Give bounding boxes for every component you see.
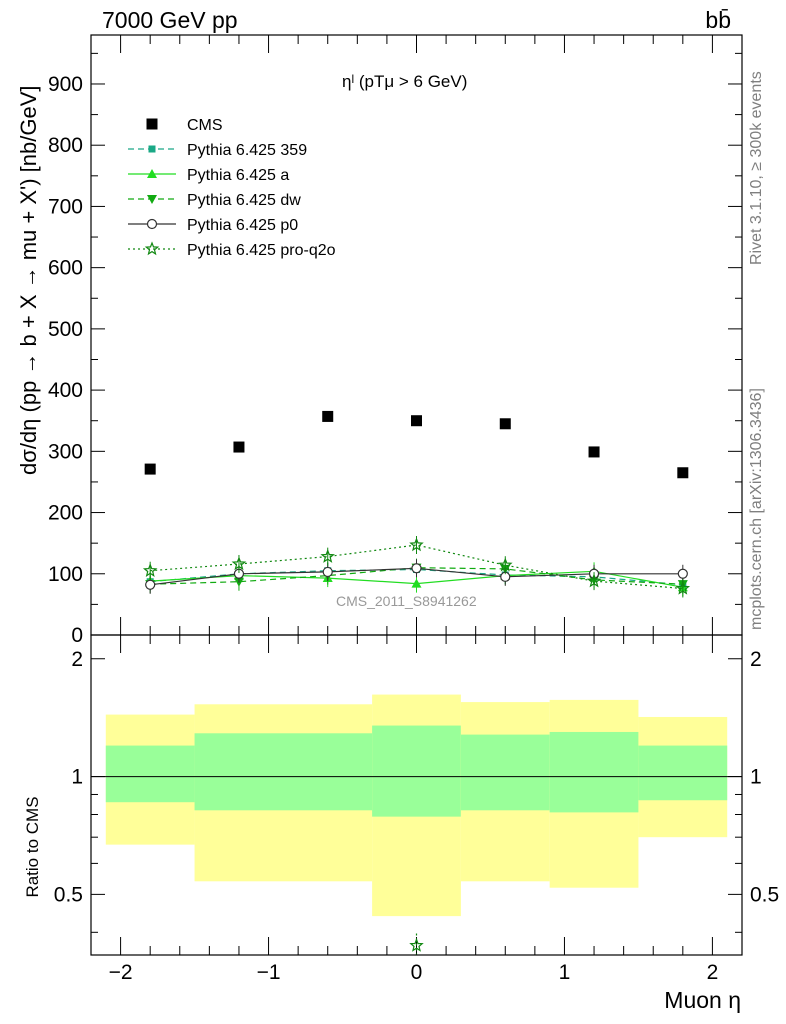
x-tick-label: 1 [559,961,571,984]
data-point [588,446,600,458]
legend-label: Pythia 6.425 p0 [187,217,298,234]
data-point [322,566,333,578]
data-point [233,441,245,453]
main-y-title: dσ/dη (pp → b + X → mu + X') [nb/GeV] [16,85,41,475]
legend: CMS Pythia 6.425 359 Pythia 6.425 a Pythia … [128,117,336,259]
legend-marker [144,241,160,256]
legend-marker [146,118,158,130]
data-point [320,548,335,563]
ratio-band-inner [194,733,373,811]
x-title: Muon η [664,987,741,1013]
y-tick-label: 0 [71,624,83,647]
ratio-y-tick-label-right: 2 [750,648,762,671]
ratio-y-title: Ratio to CMS [23,796,42,897]
ratio-band-inner [105,745,195,803]
y-tick-label: 300 [48,440,83,463]
data-point [677,568,688,579]
data-point [409,537,424,552]
ratio-bands [105,694,728,917]
data-point [231,556,247,571]
legend-marker [147,195,157,204]
data-point [142,563,158,577]
data-point [411,415,422,427]
y-tick-label: 900 [48,73,83,96]
x-tick-label: 0 [411,961,423,984]
legend-marker [147,169,157,178]
rivet-label: Rivet 3.1.10, ≥ 300k events [748,71,765,265]
data-point [586,573,602,588]
y-tick-label: 200 [48,502,83,525]
header-left: 7000 GeV pp [102,7,238,33]
ratio-band-inner [549,731,639,813]
legend-label: Pythia 6.425 dw [187,192,301,209]
x-tick-label: −2 [109,961,133,984]
data-point [322,410,334,422]
ratio-marker [409,937,424,952]
data-point [411,578,422,588]
ratio-band-inner [460,734,550,811]
y-tick-label: 400 [48,379,83,402]
legend-marker [146,218,158,230]
data-point [145,579,156,590]
ratio-band-inner [372,725,461,817]
ratio-plot: −2 −1 0 1 2 0.5 0.5 1 1 2 2 [54,648,779,984]
legend-label: Pythia 6.425 a [187,167,289,184]
data-point [144,463,156,475]
legend-marker [148,145,156,153]
y-tick-label: 800 [48,134,83,157]
ratio-y-tick-label-right: 0.5 [750,883,779,906]
x-tick-label: −1 [257,961,281,984]
ratio-y-tick-label: 1 [71,766,83,789]
y-tick-label: 600 [48,257,83,280]
legend-title: ηˡ (pTμ > 6 GeV) [342,72,467,91]
data-point [411,563,422,574]
ratio-y-tick-label: 0.5 [54,883,83,906]
legend-label: Pythia 6.425 pro-q2o [187,242,336,259]
data-point [675,580,691,595]
ratio-band-inner [638,745,728,801]
x-tick-label: 2 [707,961,719,984]
legend-label: Pythia 6.425 359 [187,142,307,159]
ratio-frame [90,634,743,956]
data-point [677,467,689,479]
ratio-y-tick-label: 2 [71,648,83,671]
data-point [498,557,513,572]
y-tick-label: 100 [48,563,83,586]
ratio-y-tick-label-right: 1 [750,766,762,789]
analysis-watermark: CMS_2011_S8941262 [336,593,477,609]
mcplots-label: mcplots.cern.ch [arXiv:1306.3436] [748,388,765,630]
data-point [499,418,511,430]
y-tick-label: 500 [48,318,83,341]
y-tick-label: 700 [48,195,83,218]
legend-label: CMS [187,117,223,134]
main-plot: 0 100 200 300 400 500 600 700 800 900 [48,35,743,955]
header-right: bb̄ [705,7,731,33]
